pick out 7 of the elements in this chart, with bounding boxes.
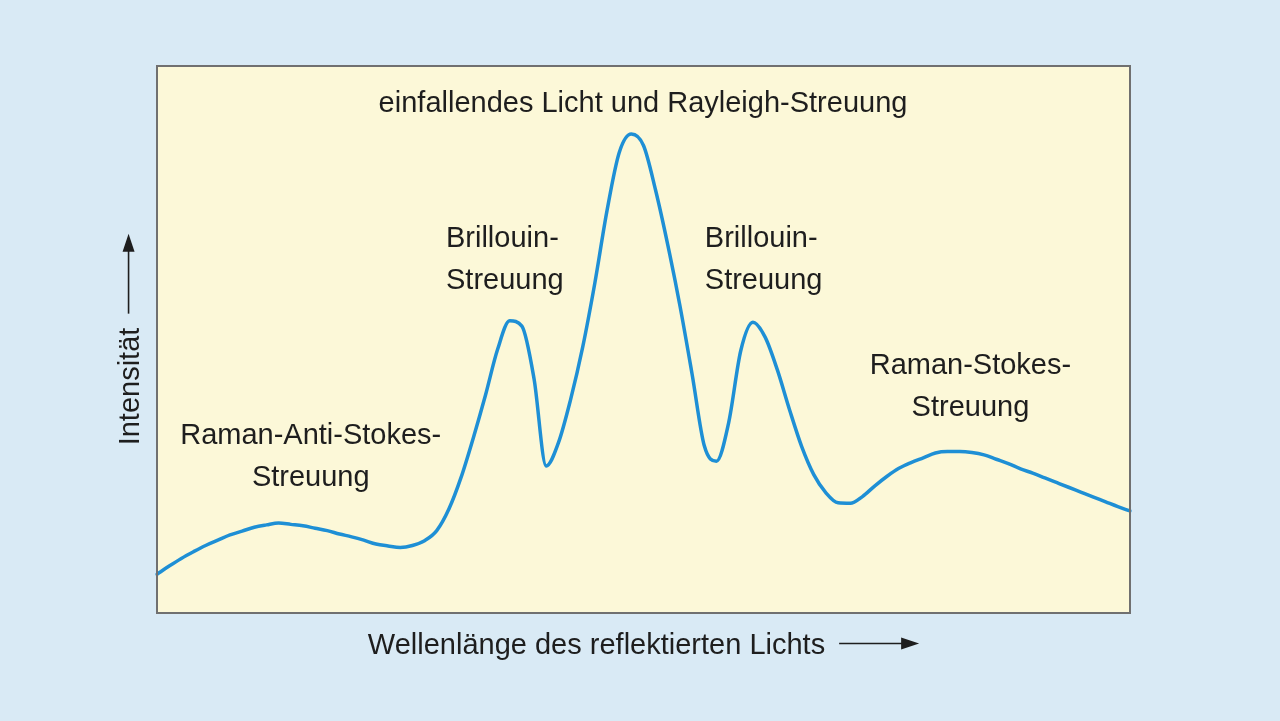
annotation: Brillouin- Streuung — [704, 221, 823, 296]
text: einfallendes Licht und Rayleigh-Streuung — [378, 86, 908, 118]
annotation: Raman-Stokes- Streuung — [869, 347, 1072, 422]
annotation: Raman-Anti-Stokes- Streuung — [180, 417, 442, 492]
x-axis-title: Wellenlänge des reflektierten Lichts — [367, 628, 826, 660]
annotation: Brillouin- Streuung — [445, 221, 564, 296]
y-axis-title: Intensität — [113, 327, 145, 446]
